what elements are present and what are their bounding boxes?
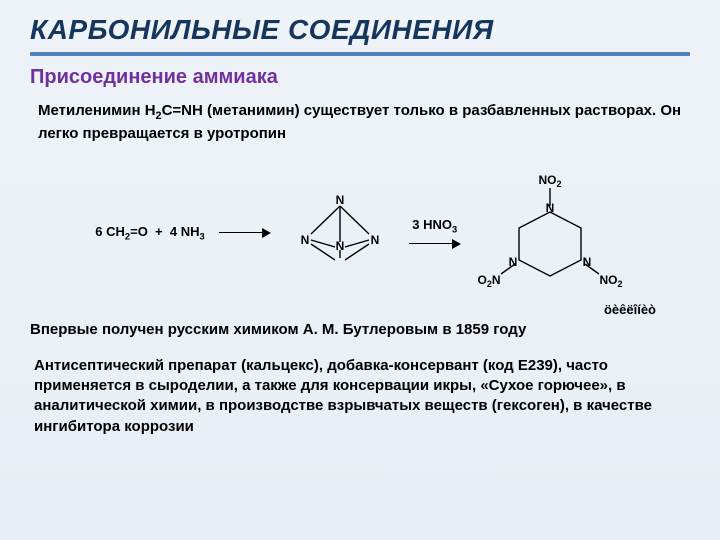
svg-text:N: N	[335, 239, 344, 253]
discoverer-note: Впервые получен русским химиком А. М. Бу…	[0, 317, 720, 338]
svg-text:O2N: O2N	[477, 273, 500, 289]
rdx-structure: N N N NO2 NO2 O2N	[475, 168, 625, 298]
svg-text:NO2: NO2	[599, 273, 622, 289]
intro-paragraph: Метиленимин H2C=NH (метанимин) существуе…	[0, 95, 720, 144]
section-subtitle: Присоединение аммиака	[0, 56, 720, 95]
svg-text:N: N	[582, 255, 591, 269]
page-title: КАРБОНИЛЬНЫЕ СОЕДИНЕНИЯ	[30, 14, 690, 46]
svg-text:N: N	[370, 233, 379, 247]
reagent-label: 3 HNO3	[412, 217, 457, 235]
reaction-arrow-2-group: 3 HNO3	[409, 217, 461, 249]
garbled-caption: öèêëîíèò	[0, 302, 720, 317]
reactants-label: 6 CH2=O + 4 NH3	[95, 224, 204, 242]
svg-text:N: N	[508, 255, 517, 269]
reaction-scheme: 6 CH2=O + 4 NH3 N N N N 3 HNO3	[0, 144, 720, 304]
svg-text:N: N	[300, 233, 309, 247]
svg-text:N: N	[545, 201, 554, 215]
reaction-arrow-2	[409, 239, 461, 249]
urotropin-structure: N N N N	[285, 192, 395, 274]
svg-text:N: N	[335, 193, 344, 207]
reaction-arrow-1	[219, 228, 271, 238]
svg-text:NO2: NO2	[538, 173, 561, 189]
applications-paragraph: Антисептический препарат (кальцекс), доб…	[0, 338, 720, 437]
